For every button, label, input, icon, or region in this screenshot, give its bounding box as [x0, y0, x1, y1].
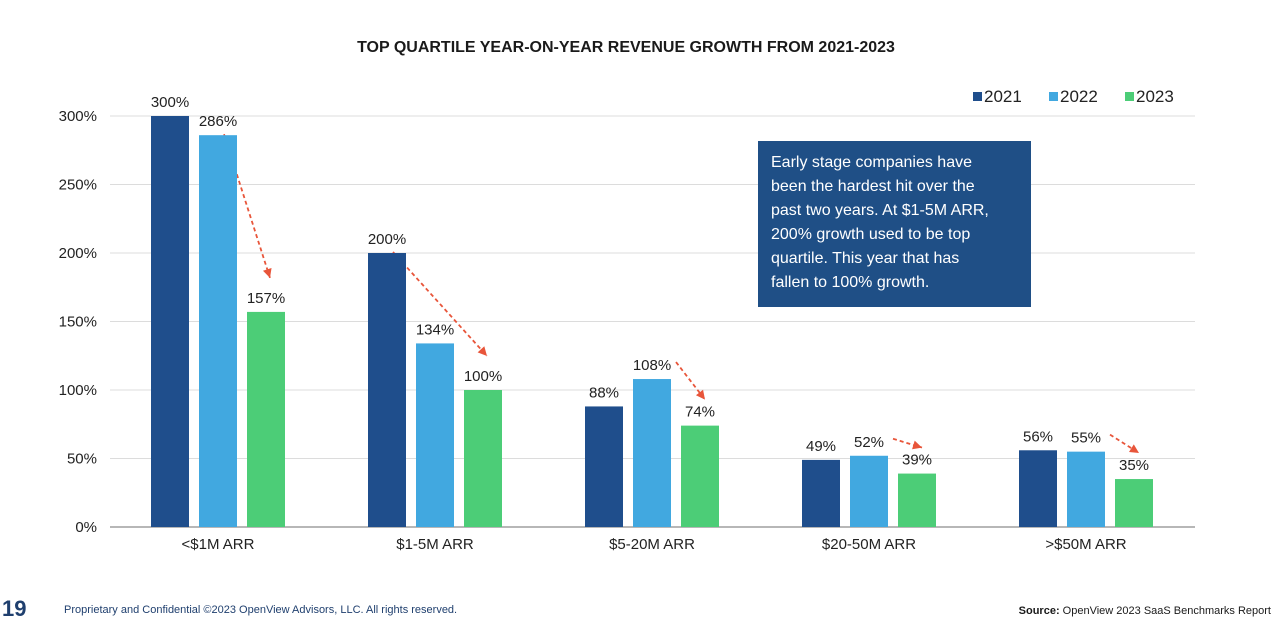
callout-line: past two years. At $1-5M ARR,	[771, 202, 989, 219]
trend-arrow-line	[892, 437, 923, 449]
bar-2023	[247, 311, 285, 527]
source-label: Source:	[1018, 605, 1060, 617]
y-axis-ticks: 0% 50% 100% 150% 200% 250% 300%	[59, 108, 97, 536]
source-text: OpenView 2023 SaaS Benchmarks Report	[1059, 605, 1271, 617]
data-label: 300%	[151, 94, 189, 111]
legend-swatch-2023	[1125, 92, 1134, 101]
y-tick-label: 100%	[59, 382, 97, 399]
y-tick-label: 0%	[75, 519, 97, 536]
data-label: 55%	[1071, 430, 1101, 447]
data-label: 39%	[902, 452, 932, 469]
trend-arrow-head	[695, 389, 705, 400]
data-label: 100%	[464, 368, 502, 385]
data-label: 49%	[806, 438, 836, 455]
callout-line: fallen to 100% growth.	[771, 274, 930, 291]
y-tick-label: 150%	[59, 314, 97, 331]
bar-2021	[1019, 450, 1057, 527]
bar-2022	[850, 455, 888, 527]
legend-label: 2023	[1136, 87, 1174, 106]
page-number: 19	[2, 596, 27, 621]
bar-2023	[898, 473, 936, 527]
bar-2021	[802, 459, 840, 527]
bar-2023	[464, 390, 502, 527]
y-tick-label: 50%	[67, 451, 97, 468]
legend-label: 2021	[984, 87, 1022, 106]
bar-2023	[681, 425, 719, 527]
source-note: Source: OpenView 2023 SaaS Benchmarks Re…	[1019, 605, 1271, 617]
trend-arrow-head	[477, 346, 487, 356]
bar-2022	[416, 343, 454, 527]
bar-chart: TOP QUARTILE YEAR-ON-YEAR REVENUE GROWTH…	[59, 39, 1195, 553]
data-label: 200%	[368, 231, 406, 248]
data-label: 157%	[247, 290, 285, 307]
category-label: <$1M ARR	[182, 536, 255, 553]
data-label: 52%	[854, 434, 884, 451]
category-label: $5-20M ARR	[609, 536, 695, 553]
gridlines	[110, 115, 1195, 528]
callout-line: quartile. This year that has	[771, 250, 960, 267]
data-label: 108%	[633, 357, 671, 374]
data-label: 74%	[685, 404, 715, 421]
y-tick-label: 200%	[59, 245, 97, 262]
trend-arrow-head	[262, 267, 272, 278]
bar-2022	[199, 135, 237, 527]
trend-arrow-line	[675, 361, 706, 401]
bar-2021	[151, 116, 189, 527]
chart-title: TOP QUARTILE YEAR-ON-YEAR REVENUE GROWTH…	[357, 39, 895, 56]
trend-arrow-head	[1128, 444, 1139, 454]
callout-line: 200% growth used to be top	[771, 226, 971, 243]
callout-line: Early stage companies have	[771, 154, 972, 171]
legend-swatch-2021	[973, 92, 982, 101]
data-label: 35%	[1119, 457, 1149, 474]
data-label: 56%	[1023, 428, 1053, 445]
data-label: 286%	[199, 113, 237, 130]
legend: 2021 2022 2023	[973, 87, 1174, 106]
confidential-notice: Proprietary and Confidential ©2023 OpenV…	[64, 604, 458, 616]
category-label: >$50M ARR	[1045, 536, 1126, 553]
bar-2021	[368, 253, 406, 527]
trend-arrow-head	[912, 440, 922, 450]
x-axis-categories: <$1M ARR $1-5M ARR $5-20M ARR $20-50M ARR >$…	[182, 536, 1127, 553]
y-tick-label: 300%	[59, 108, 97, 125]
bars	[151, 116, 1153, 527]
legend-swatch-2022	[1049, 92, 1058, 101]
legend-label: 2022	[1060, 87, 1098, 106]
bar-2023	[1115, 479, 1153, 527]
data-label: 134%	[416, 321, 454, 338]
category-label: $1-5M ARR	[396, 536, 474, 553]
callout-line: been the hardest hit over the	[771, 178, 975, 195]
bar-2022	[633, 379, 671, 527]
callout-box: Early stage companies have been the hard…	[758, 141, 1031, 307]
y-tick-label: 250%	[59, 177, 97, 194]
trend-arrow-line	[392, 251, 488, 357]
category-label: $20-50M ARR	[822, 536, 916, 553]
bar-2021	[585, 406, 623, 527]
data-label: 88%	[589, 384, 619, 401]
trend-arrows	[223, 133, 1140, 454]
data-labels: 300% 286% 157% 200% 134% 100% 88% 108% 74% 49% 52%…	[151, 94, 1149, 474]
bar-2022	[1067, 451, 1105, 527]
